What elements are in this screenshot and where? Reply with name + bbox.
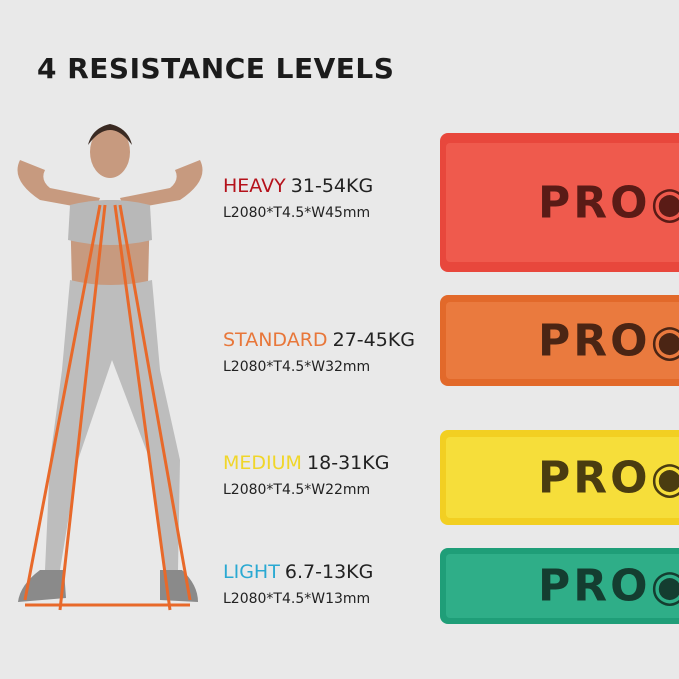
level-name: HEAVY bbox=[223, 175, 286, 197]
resistance-band-orange bbox=[23, 204, 192, 611]
page-title: 4 RESISTANCE LEVELS bbox=[37, 52, 395, 85]
level-spec: L2080*T4.5*W22mm bbox=[223, 482, 371, 498]
model-shoes bbox=[18, 570, 198, 602]
level-name: STANDARD bbox=[223, 329, 328, 351]
level-name: MEDIUM bbox=[223, 452, 302, 474]
level-name: LIGHT bbox=[223, 561, 280, 583]
model-top bbox=[68, 200, 152, 245]
brand-logo: PRO◉I bbox=[538, 560, 679, 612]
model-hair bbox=[88, 124, 132, 145]
band-standard: PRO◉I bbox=[440, 295, 679, 386]
level-range: 27-45KG bbox=[332, 329, 416, 351]
brand-logo: PRO◉I bbox=[538, 177, 679, 228]
level-medium: MEDIUM 18-31KG L2080*T4.5*W22mm bbox=[223, 452, 389, 498]
level-spec: L2080*T4.5*W13mm bbox=[223, 591, 371, 607]
level-spec: L2080*T4.5*W32mm bbox=[223, 359, 371, 375]
level-standard: STANDARD 27-45KG L2080*T4.5*W32mm bbox=[223, 329, 415, 375]
model-arms bbox=[17, 160, 203, 210]
level-heavy: HEAVY 31-54KG L2080*T4.5*W45mm bbox=[223, 175, 373, 221]
model-head bbox=[90, 126, 130, 178]
model-photo bbox=[17, 124, 203, 611]
level-light: LIGHT 6.7-13KG L2080*T4.5*W13mm bbox=[223, 561, 373, 607]
level-range: 18-31KG bbox=[307, 452, 390, 474]
band-heavy: PRO◉I bbox=[440, 133, 679, 272]
band-medium: PRO◉I bbox=[440, 430, 679, 525]
level-range: 31-54KG bbox=[290, 175, 374, 197]
level-range: 6.7-13KG bbox=[284, 561, 374, 583]
level-spec: L2080*T4.5*W45mm bbox=[223, 205, 371, 221]
brand-logo: PRO◉I bbox=[538, 315, 679, 366]
band-light: PRO◉I bbox=[440, 548, 679, 624]
brand-logo: PRO◉I bbox=[538, 452, 679, 503]
